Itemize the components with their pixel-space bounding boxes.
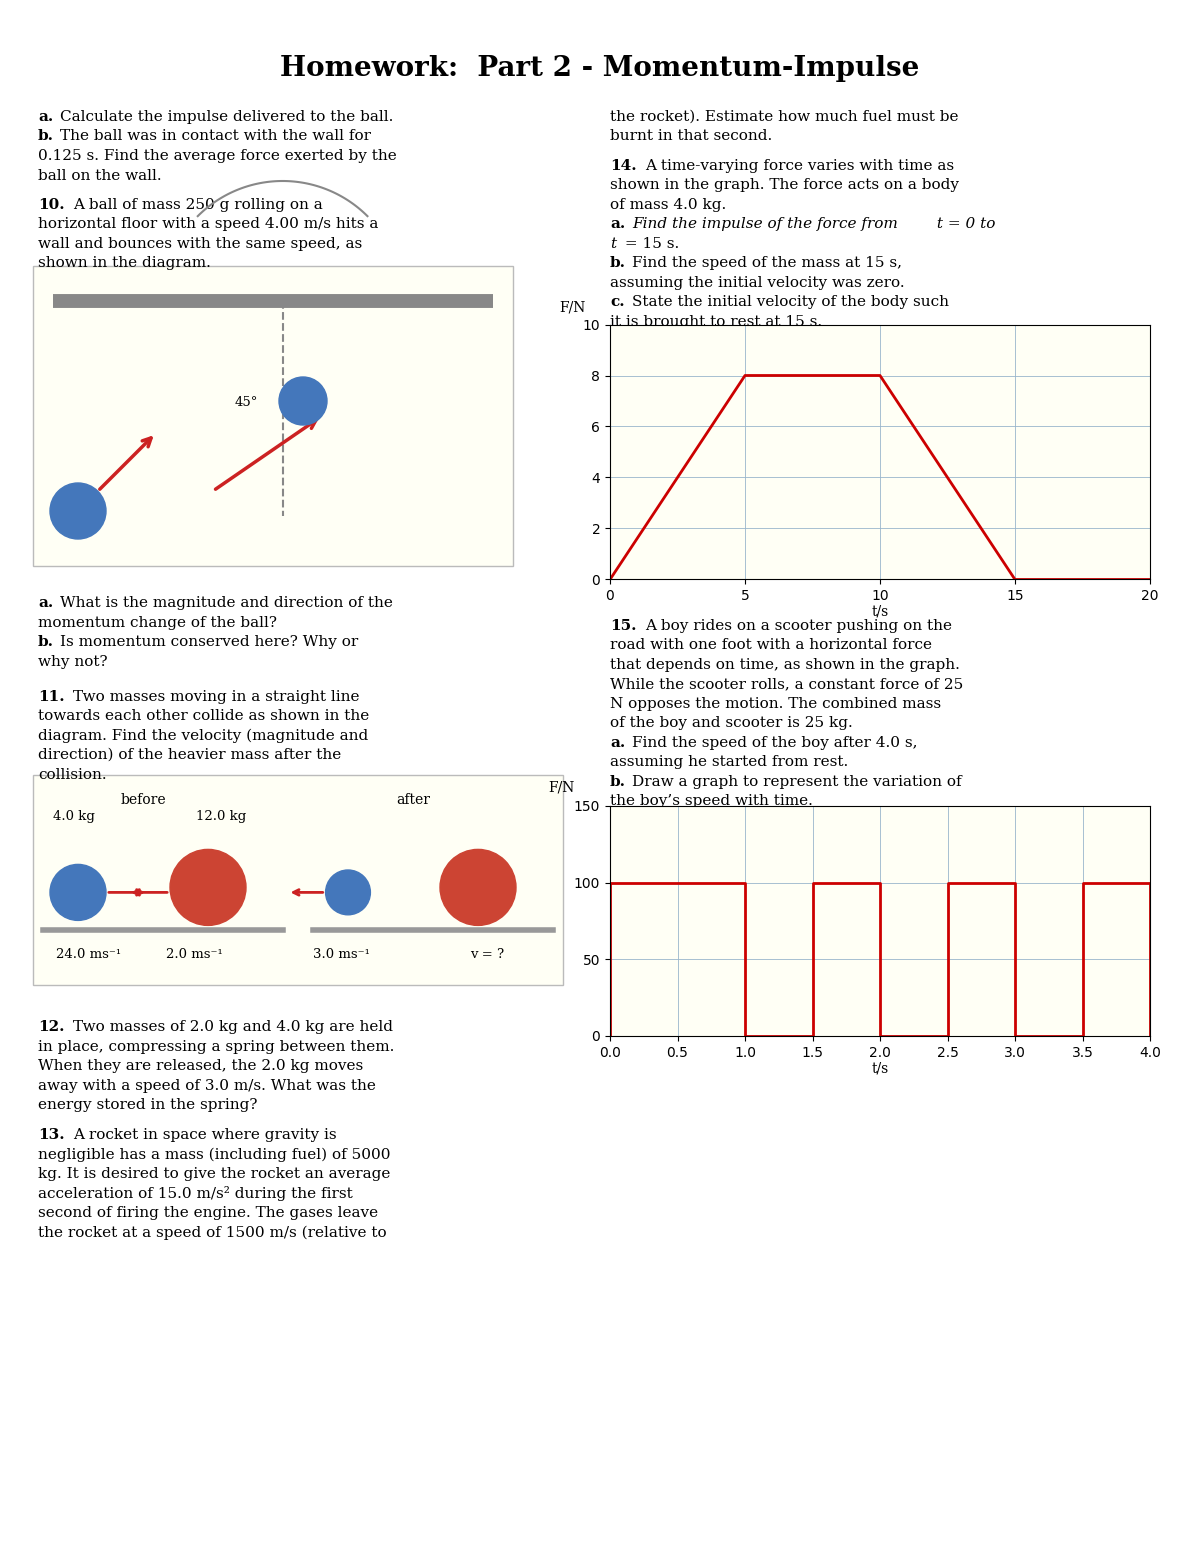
Text: wall and bounces with the same speed, as: wall and bounces with the same speed, as: [38, 236, 362, 250]
Text: b.: b.: [610, 256, 626, 270]
Y-axis label: F/N: F/N: [559, 300, 586, 314]
Text: assuming the initial velocity was zero.: assuming the initial velocity was zero.: [610, 276, 905, 290]
Text: 24.0 ms⁻¹: 24.0 ms⁻¹: [56, 949, 121, 961]
Text: 15.: 15.: [610, 618, 636, 632]
Bar: [34, 266, 514, 565]
Text: before: before: [120, 794, 166, 808]
Text: Two masses moving in a straight line: Two masses moving in a straight line: [73, 690, 360, 704]
Text: the rocket at a speed of 1500 m/s (relative to: the rocket at a speed of 1500 m/s (relat…: [38, 1225, 386, 1239]
Text: assuming he started from rest.: assuming he started from rest.: [610, 755, 848, 769]
Text: of the boy and scooter is 25 kg.: of the boy and scooter is 25 kg.: [610, 716, 853, 730]
Text: t: t: [610, 236, 616, 250]
X-axis label: t/s: t/s: [871, 1061, 889, 1075]
Text: kg. It is desired to give the rocket an average: kg. It is desired to give the rocket an …: [38, 1166, 390, 1180]
Text: Homework:  Part 2 - Momentum-Impulse: Homework: Part 2 - Momentum-Impulse: [281, 54, 919, 82]
Text: Find the speed of the mass at 15 s,: Find the speed of the mass at 15 s,: [632, 256, 902, 270]
Text: 4.0 kg: 4.0 kg: [53, 811, 95, 823]
Text: Calculate the impulse delivered to the ball.: Calculate the impulse delivered to the b…: [60, 110, 394, 124]
Text: While the scooter rolls, a constant force of 25: While the scooter rolls, a constant forc…: [610, 677, 964, 691]
Circle shape: [50, 865, 106, 921]
Text: acceleration of 15.0 m/s² during the first: acceleration of 15.0 m/s² during the fir…: [38, 1186, 353, 1200]
Text: the boy’s speed with time.: the boy’s speed with time.: [610, 794, 812, 808]
Text: direction) of the heavier mass after the: direction) of the heavier mass after the: [38, 749, 341, 763]
Circle shape: [440, 849, 516, 926]
Text: a.: a.: [610, 217, 625, 231]
Text: ball on the wall.: ball on the wall.: [38, 168, 162, 183]
Text: collision.: collision.: [38, 767, 107, 781]
Text: 0.125 s. Find the average force exerted by the: 0.125 s. Find the average force exerted …: [38, 149, 397, 163]
Text: Find the speed of the boy after 4.0 s,: Find the speed of the boy after 4.0 s,: [632, 736, 918, 750]
X-axis label: t/s: t/s: [871, 604, 889, 618]
Text: 45°: 45°: [235, 396, 258, 408]
Text: When they are released, the 2.0 kg moves: When they are released, the 2.0 kg moves: [38, 1059, 364, 1073]
Text: Two masses of 2.0 kg and 4.0 kg are held: Two masses of 2.0 kg and 4.0 kg are held: [73, 1020, 394, 1034]
Text: diagram. Find the velocity (magnitude and: diagram. Find the velocity (magnitude an…: [38, 728, 368, 742]
Text: b.: b.: [38, 129, 54, 143]
Text: b.: b.: [610, 775, 626, 789]
Text: 45°: 45°: [295, 396, 318, 408]
Text: Draw a graph to represent the variation of: Draw a graph to represent the variation …: [632, 775, 961, 789]
Text: after: after: [396, 794, 430, 808]
Text: it is brought to rest at 15 s.: it is brought to rest at 15 s.: [610, 315, 822, 329]
Text: horizontal floor with a speed 4.00 m/s hits a: horizontal floor with a speed 4.00 m/s h…: [38, 217, 378, 231]
Text: A boy rides on a scooter pushing on the: A boy rides on a scooter pushing on the: [646, 618, 952, 632]
Text: a.: a.: [38, 110, 53, 124]
Text: State the initial velocity of the body such: State the initial velocity of the body s…: [632, 295, 949, 309]
Text: away with a speed of 3.0 m/s. What was the: away with a speed of 3.0 m/s. What was t…: [38, 1079, 376, 1093]
Text: 14.: 14.: [610, 158, 637, 172]
Text: burnt in that second.: burnt in that second.: [610, 129, 773, 143]
Text: 11.: 11.: [38, 690, 65, 704]
Text: towards each other collide as shown in the: towards each other collide as shown in t…: [38, 710, 370, 724]
Circle shape: [325, 870, 371, 915]
Circle shape: [278, 377, 326, 426]
Text: What is the magnitude and direction of the: What is the magnitude and direction of t…: [60, 596, 392, 610]
Text: 3.0 ms⁻¹: 3.0 ms⁻¹: [313, 949, 370, 961]
Text: v = ?: v = ?: [470, 949, 504, 961]
Text: = 15 s.: = 15 s.: [620, 236, 679, 250]
Text: that depends on time, as shown in the graph.: that depends on time, as shown in the gr…: [610, 658, 960, 672]
Text: 10.: 10.: [38, 197, 65, 211]
Text: momentum change of the ball?: momentum change of the ball?: [38, 615, 277, 629]
Text: of mass 4.0 kg.: of mass 4.0 kg.: [610, 197, 726, 211]
Text: second of fi​ring the engine. The gases leave: second of fi​ring the engine. The gases …: [38, 1205, 378, 1219]
Circle shape: [170, 849, 246, 926]
Text: c.: c.: [610, 295, 625, 309]
Text: N opposes the motion. The combined mass: N opposes the motion. The combined mass: [610, 697, 941, 711]
Text: in place, compressing a spring between them.: in place, compressing a spring between t…: [38, 1041, 395, 1054]
Text: the rocket). Estimate how much fuel must be: the rocket). Estimate how much fuel must…: [610, 110, 959, 124]
Text: A rocket in space where gravity is: A rocket in space where gravity is: [73, 1127, 337, 1141]
Text: energy stored in the spring?: energy stored in the spring?: [38, 1098, 258, 1112]
Text: road with one foot with a horizontal force: road with one foot with a horizontal for…: [610, 638, 932, 652]
Text: The ball was in contact with the wall for: The ball was in contact with the wall fo…: [60, 129, 371, 143]
Text: A time-varying force varies with time as: A time-varying force varies with time as: [646, 158, 954, 172]
Text: a.: a.: [610, 736, 625, 750]
Text: A ball of mass 250 g rolling on a: A ball of mass 250 g rolling on a: [73, 197, 323, 211]
Bar: [34, 775, 563, 986]
Circle shape: [50, 483, 106, 539]
Text: b.: b.: [38, 635, 54, 649]
Text: 13.: 13.: [38, 1127, 65, 1141]
Text: 12.0 kg: 12.0 kg: [196, 811, 246, 823]
Text: negligible has a mass (including fuel) of 5000: negligible has a mass (including fuel) o…: [38, 1148, 390, 1162]
Text: why not?: why not?: [38, 654, 108, 668]
Text: t = 0 to: t = 0 to: [932, 217, 995, 231]
Text: shown in the graph. The force acts on a body: shown in the graph. The force acts on a …: [610, 179, 959, 193]
Text: Find the impulse of the force from: Find the impulse of the force from: [632, 217, 898, 231]
Text: shown in the diagram.: shown in the diagram.: [38, 256, 211, 270]
Text: Is momentum conserved here? Why or: Is momentum conserved here? Why or: [60, 635, 359, 649]
Y-axis label: F/N: F/N: [548, 781, 575, 795]
Text: a.: a.: [38, 596, 53, 610]
Text: 2.0 ms⁻¹: 2.0 ms⁻¹: [166, 949, 223, 961]
Text: 12.: 12.: [38, 1020, 65, 1034]
